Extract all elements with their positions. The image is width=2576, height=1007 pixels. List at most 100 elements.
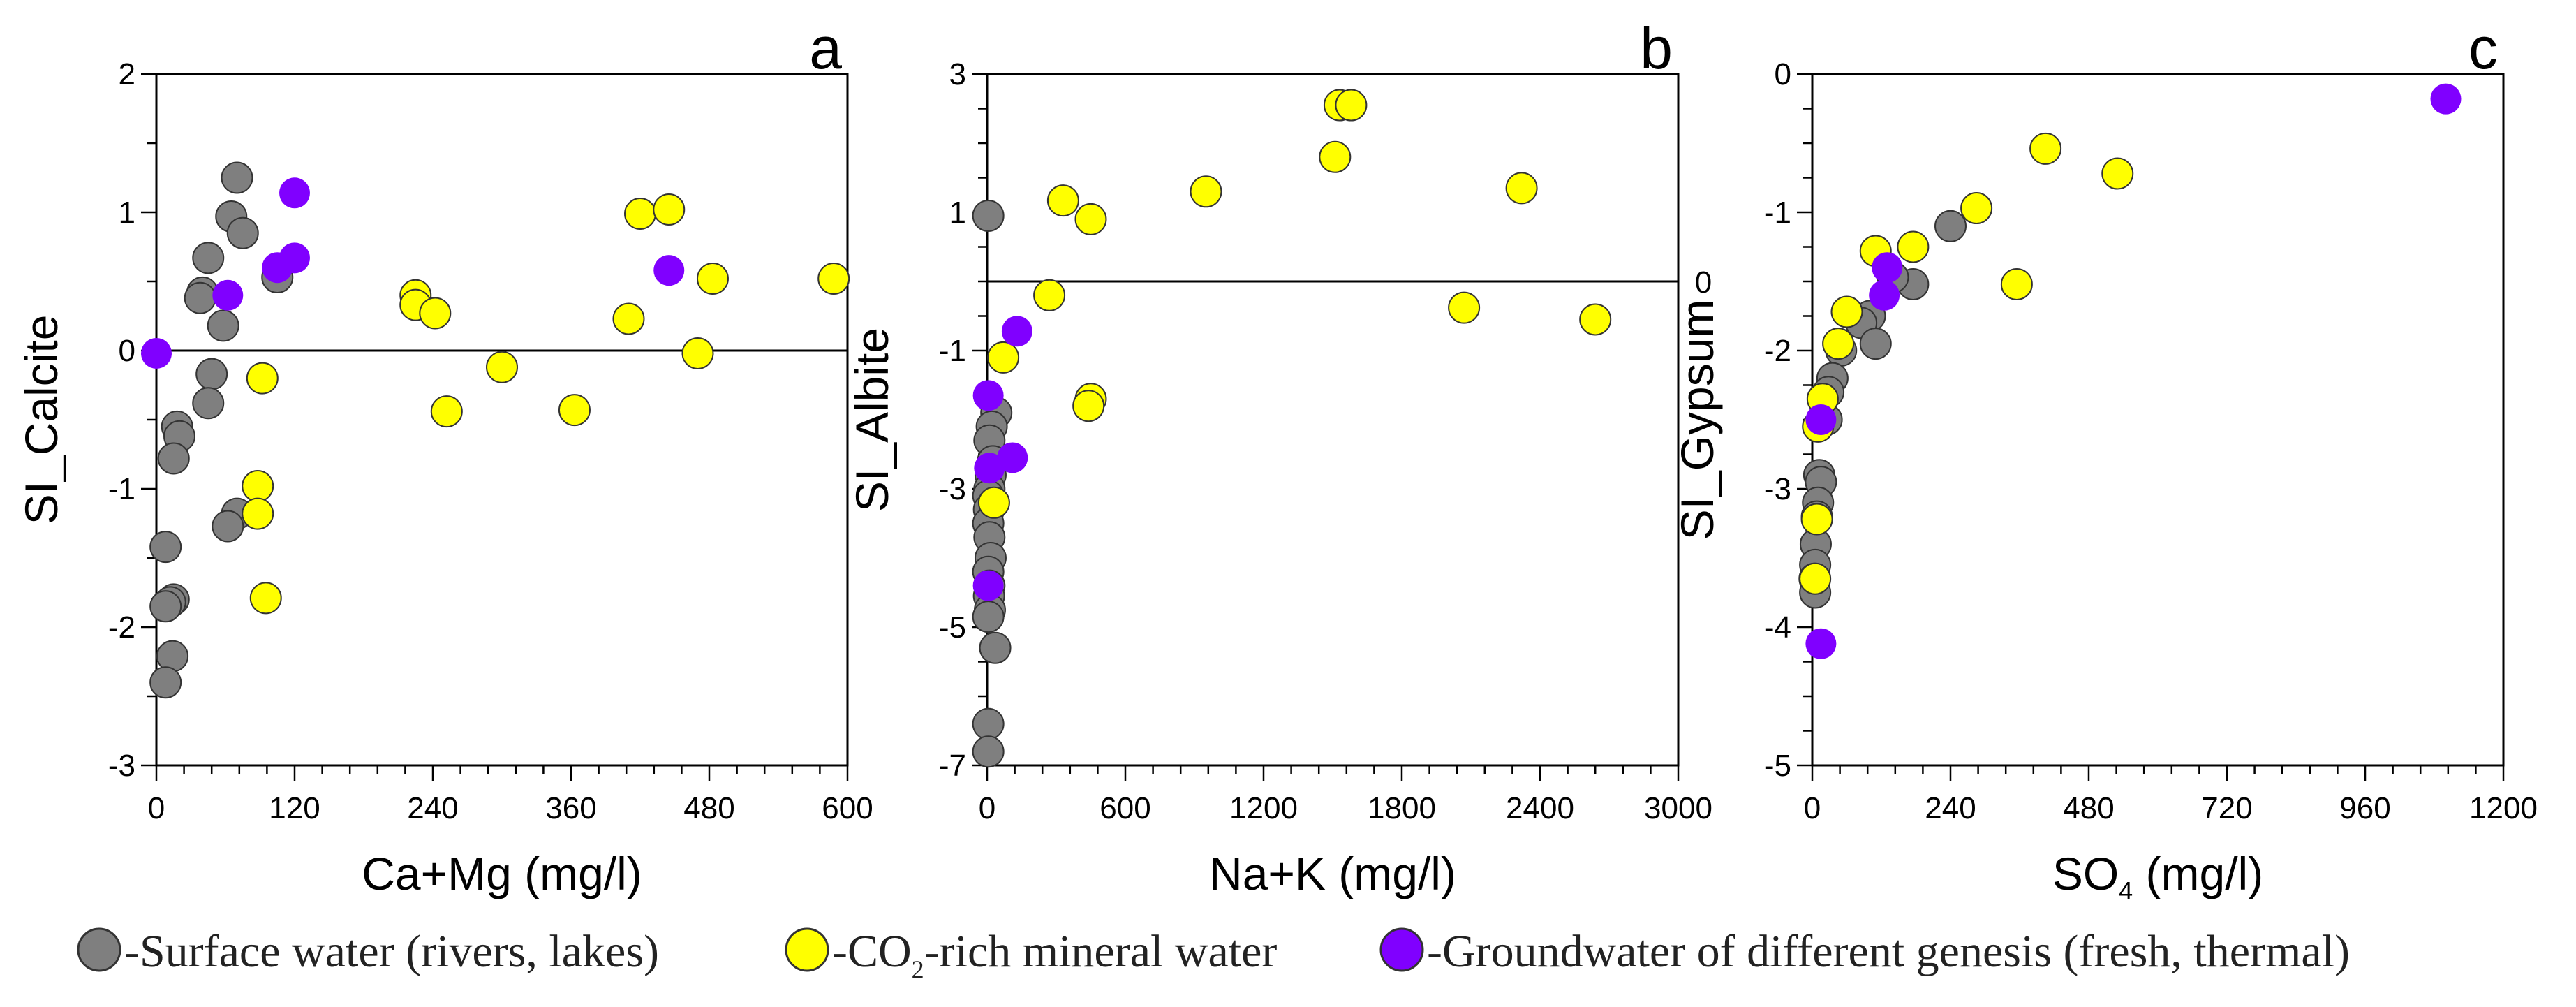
panel-a: 0 120 240 360 480 600 -3 -2 -1 0 1 2 Ca+Mg (mg/l) SI_… [15,15,873,899]
y-tick-label: 0 [119,334,135,368]
panel-letter: b [1640,15,1673,81]
data-point-surface [157,442,190,475]
panels: 0 120 240 360 480 600 -3 -2 -1 0 1 2 Ca+Mg (mg/l) SI_… [15,15,2538,905]
data-point-co2 [1800,503,1833,536]
data-point-co2 [242,470,274,503]
data-point-ground [653,255,685,286]
data-point-co2 [486,351,518,383]
data-point-surface [979,631,1012,664]
data-point-ground [1001,316,1032,347]
panel-c: 0 240 480 720 960 1200 -5 -4 -3 -2 -1 0 SO4 (mg/l) SI… [1671,15,2538,905]
data-point-co2 [1033,279,1066,311]
data-point-ground [279,177,310,209]
data-point-co2 [1799,562,1832,595]
data-point-co2 [242,497,274,530]
x-tick-label: 480 [683,791,734,825]
y-tick-label: -2 [108,610,135,645]
plot-frame [1811,73,2505,767]
y-tick-label: 2 [119,57,135,91]
x-axis-title: Ca+Mg (mg/l) [362,848,642,899]
legend-label-co2-sub: 2 [912,955,924,983]
data-point-co2 [1897,230,1930,263]
data-point-surface [226,216,259,249]
data-point-co2 [624,197,656,230]
y-axis-title: SI_Calcite [15,315,67,525]
x-tick-label: 480 [2063,791,2114,825]
data-point-co2 [1190,175,1222,208]
data-point-ground [141,337,172,369]
reference-line-label: 0 [1695,265,1712,300]
data-point-ground [1805,404,1837,435]
data-point-surface [1859,328,1892,360]
y-tick-label: -3 [939,472,966,506]
data-point-surface [1934,210,1967,242]
data-point-ground [1805,628,1837,659]
y-tick-label: 3 [949,57,966,91]
data-point-co2 [696,263,729,295]
data-point-ground [974,453,1005,484]
data-point-co2 [987,341,1020,374]
panel-letter: c [2468,15,2498,81]
x-tick-label: 360 [545,791,596,825]
data-point-surface [184,281,216,314]
x-tick-label: 120 [269,791,320,825]
data-point-surface [207,309,239,342]
data-point-co2 [558,394,591,427]
x-tick-label: 600 [1100,791,1150,825]
legend-label-ground: -Groundwater of different genesis (fresh… [1427,926,2350,977]
data-point-surface [212,510,244,543]
x-axis-title-part: (mg/l) [2133,848,2263,899]
data-point-surface [972,707,1005,740]
data-point-ground [972,380,1004,411]
data-point-ground [1872,252,1903,284]
data-point-ground [212,279,244,311]
data-point-co2 [2000,267,2033,300]
data-point-co2 [681,337,714,369]
legend: -Surface water (rivers, lakes) -CO2-rich… [77,926,2350,983]
data-point-surface [221,161,253,194]
y-tick-label: -7 [939,749,966,783]
data-point-surface [149,531,182,564]
data-point-co2 [1335,89,1368,122]
data-point-co2 [1319,140,1352,173]
y-tick-label: -2 [1764,334,1791,368]
legend-label-co2-pre: -CO [832,926,912,977]
x-axis-title: SO4 (mg/l) [2052,848,2263,905]
x-tick-label: 0 [979,791,995,825]
data-point-co2 [249,582,282,615]
data-point-ground [1869,279,1900,311]
data-point-ground [997,442,1028,473]
y-tick-label: -1 [1764,196,1791,230]
data-point-surface [192,242,225,274]
data-point-surface [149,666,182,699]
data-point-co2 [1072,390,1105,422]
legend-marker-ground [1379,927,1424,972]
data-point-ground [262,252,293,284]
data-point-co2 [1448,291,1481,324]
x-tick-label: 720 [2201,791,2252,825]
data-point-surface [972,735,1005,768]
y-axis-title: SI_Gypsum [1671,300,1723,541]
y-tick-label: -4 [1764,610,1791,645]
x-tick-label: 240 [1925,791,1976,825]
data-point-surface [192,387,225,420]
y-tick-label: -5 [939,610,966,645]
x-tick-label: 1200 [1229,791,1298,825]
data-point-surface [972,601,1005,633]
legend-label-surface: -Surface water (rivers, lakes) [124,926,659,977]
legend-label-co2-post: -rich mineral water [924,926,1278,977]
y-tick-label: -3 [1764,472,1791,506]
x-tick-label: 960 [2339,791,2390,825]
x-tick-label: 0 [148,791,165,825]
legend-marker-co2 [785,927,829,972]
y-tick-label: -5 [1764,749,1791,783]
y-tick-label: -1 [939,334,966,368]
data-point-co2 [1046,184,1079,217]
data-point-surface [972,199,1005,232]
data-point-co2 [977,486,1010,519]
legend-label-co2: -CO2-rich mineral water [832,926,1277,983]
data-point-co2 [1579,303,1612,336]
y-tick-label: 1 [949,196,966,230]
y-tick-label: 1 [119,196,135,230]
